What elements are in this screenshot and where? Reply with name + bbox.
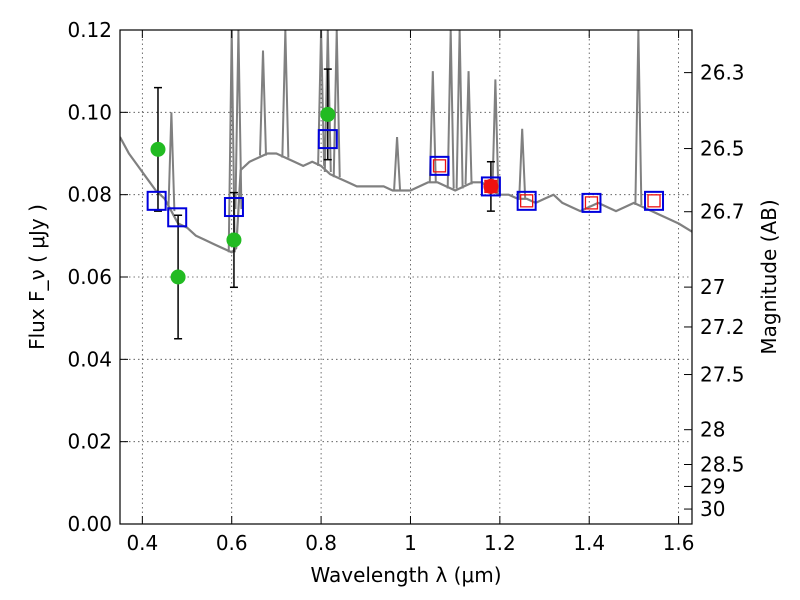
data-point bbox=[320, 106, 336, 122]
model-square-blue bbox=[480, 176, 501, 197]
ticks-layer: 0.4 0.6 0.8 1 1.2 1.4 1.6 0.00 0.02 0.04 0.06 0.08 0… bbox=[67, 18, 744, 555]
model-square-blue bbox=[146, 190, 167, 211]
emission-line-spike bbox=[446, 30, 455, 189]
emission-line-spike bbox=[455, 30, 464, 189]
grid-layer bbox=[120, 29, 692, 525]
x-tick-label: 1.6 bbox=[663, 531, 695, 555]
model-square-red bbox=[484, 179, 498, 194]
y-tick-label: 0.04 bbox=[67, 347, 112, 371]
model-square-red bbox=[647, 194, 661, 208]
emission-line-spike bbox=[428, 71, 437, 183]
data-point bbox=[170, 269, 186, 285]
emission-line-spike bbox=[259, 50, 267, 156]
right-tick-label: 26.3 bbox=[700, 61, 745, 85]
model-square-blue bbox=[429, 155, 450, 176]
emission-line-spike bbox=[317, 30, 326, 166]
x-tick-label: 0.8 bbox=[305, 531, 337, 555]
model-square-red bbox=[520, 194, 534, 208]
x-tick-label: 1 bbox=[404, 531, 417, 555]
emission-line-spike bbox=[234, 30, 243, 210]
right-tick-label: 26.5 bbox=[700, 137, 745, 161]
y-axis-label-right: Magnitude (AB) bbox=[757, 199, 781, 354]
right-tick-label: 27 bbox=[700, 275, 725, 299]
right-tick-label: 26.7 bbox=[700, 200, 745, 224]
data-point bbox=[150, 141, 166, 157]
right-tick-label: 27.2 bbox=[700, 315, 745, 339]
plot-area bbox=[120, 30, 692, 340]
emission-line-spike bbox=[167, 112, 176, 212]
right-tick-label: 28 bbox=[700, 418, 725, 442]
x-tick-label: 0.6 bbox=[216, 531, 248, 555]
x-axis-label: Wavelength λ (μm) bbox=[310, 563, 501, 587]
x-tick-label: 1.2 bbox=[484, 531, 516, 555]
data-point bbox=[226, 232, 242, 248]
right-tick-label: 28.5 bbox=[700, 452, 745, 476]
model-square-blue bbox=[644, 190, 665, 211]
y-tick-label: 0.06 bbox=[67, 265, 112, 289]
emission-line-spike bbox=[464, 71, 473, 185]
emission-line-spike bbox=[281, 30, 290, 158]
spectrum-line bbox=[120, 136, 692, 254]
model-square-blue bbox=[167, 207, 188, 228]
x-tick-label: 1.4 bbox=[573, 531, 605, 555]
y-tick-label: 0.10 bbox=[67, 100, 112, 124]
emission-line-spike bbox=[491, 79, 500, 193]
model-square-blue bbox=[581, 192, 602, 213]
model-square-red bbox=[584, 196, 599, 210]
series-layer bbox=[120, 30, 692, 340]
x-tick-label: 0.4 bbox=[126, 531, 158, 555]
emission-line-spike bbox=[393, 136, 402, 191]
emission-line-spike bbox=[332, 30, 341, 178]
y-tick-label: 0.02 bbox=[67, 430, 112, 454]
emission-line-spike bbox=[518, 128, 527, 199]
emission-line-spike bbox=[634, 30, 643, 205]
model-square-blue bbox=[223, 197, 244, 218]
y-tick-label: 0.00 bbox=[67, 512, 112, 536]
data-point bbox=[483, 178, 499, 194]
y-tick-label: 0.08 bbox=[67, 183, 112, 207]
model-square-blue bbox=[317, 129, 338, 150]
y-axis-label: Flux F_ν ( μJy ) bbox=[25, 204, 49, 350]
model-square-red bbox=[432, 159, 447, 173]
right-tick-label: 27.5 bbox=[700, 363, 745, 387]
emission-line-spike bbox=[323, 30, 332, 173]
right-tick-label: 29 bbox=[700, 474, 725, 498]
right-tick-label: 30 bbox=[700, 497, 725, 521]
model-square-blue bbox=[516, 190, 537, 211]
emission-line-spike bbox=[227, 30, 236, 253]
y-tick-label: 0.12 bbox=[67, 18, 112, 42]
